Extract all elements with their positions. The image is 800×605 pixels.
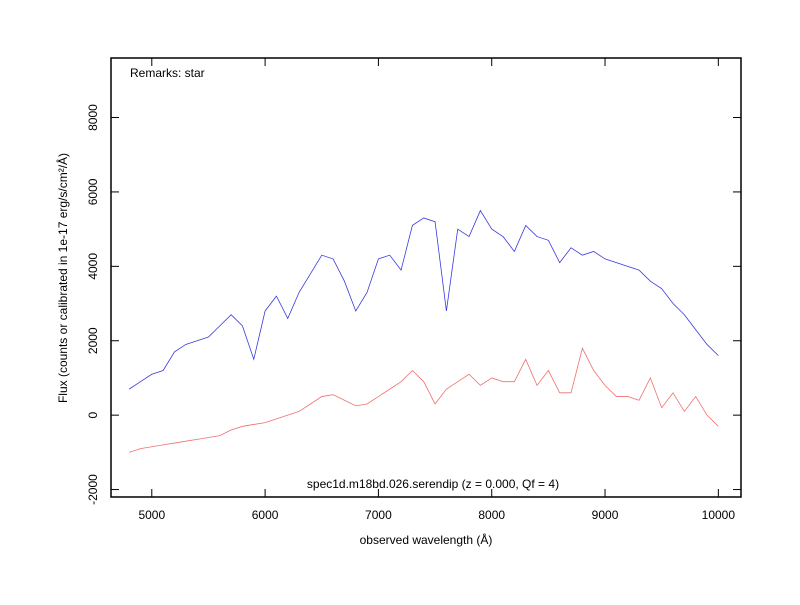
x-tick-label: 9000 (592, 508, 619, 522)
spectrum-line (128, 209, 719, 390)
y-tick-label: -2000 (86, 474, 100, 505)
plot-frame (110, 57, 742, 498)
y-tick-label: 4000 (86, 253, 100, 280)
x-axis-label: observed wavelength (Å) (360, 532, 493, 547)
x-tick-label: 6000 (252, 508, 279, 522)
y-tick-label: 0 (86, 411, 100, 418)
y-tick-label: 6000 (86, 178, 100, 205)
remarks: Remarks: star (130, 66, 205, 80)
x-tick-label: 7000 (365, 508, 392, 522)
x-tick-label: 10000 (702, 508, 736, 522)
spectrum-id: spec1d.m18bd.026.serendip (z = 0.000, Qf… (307, 477, 559, 491)
spectrum-line (129, 347, 719, 453)
x-tick-label: 5000 (138, 508, 165, 522)
y-tick-label: 2000 (86, 327, 100, 354)
y-axis-label: Flux (counts or calibrated in 1e-17 erg/… (55, 153, 70, 403)
y-tick-label: 8000 (86, 104, 100, 131)
x-tick-label: 8000 (478, 508, 505, 522)
